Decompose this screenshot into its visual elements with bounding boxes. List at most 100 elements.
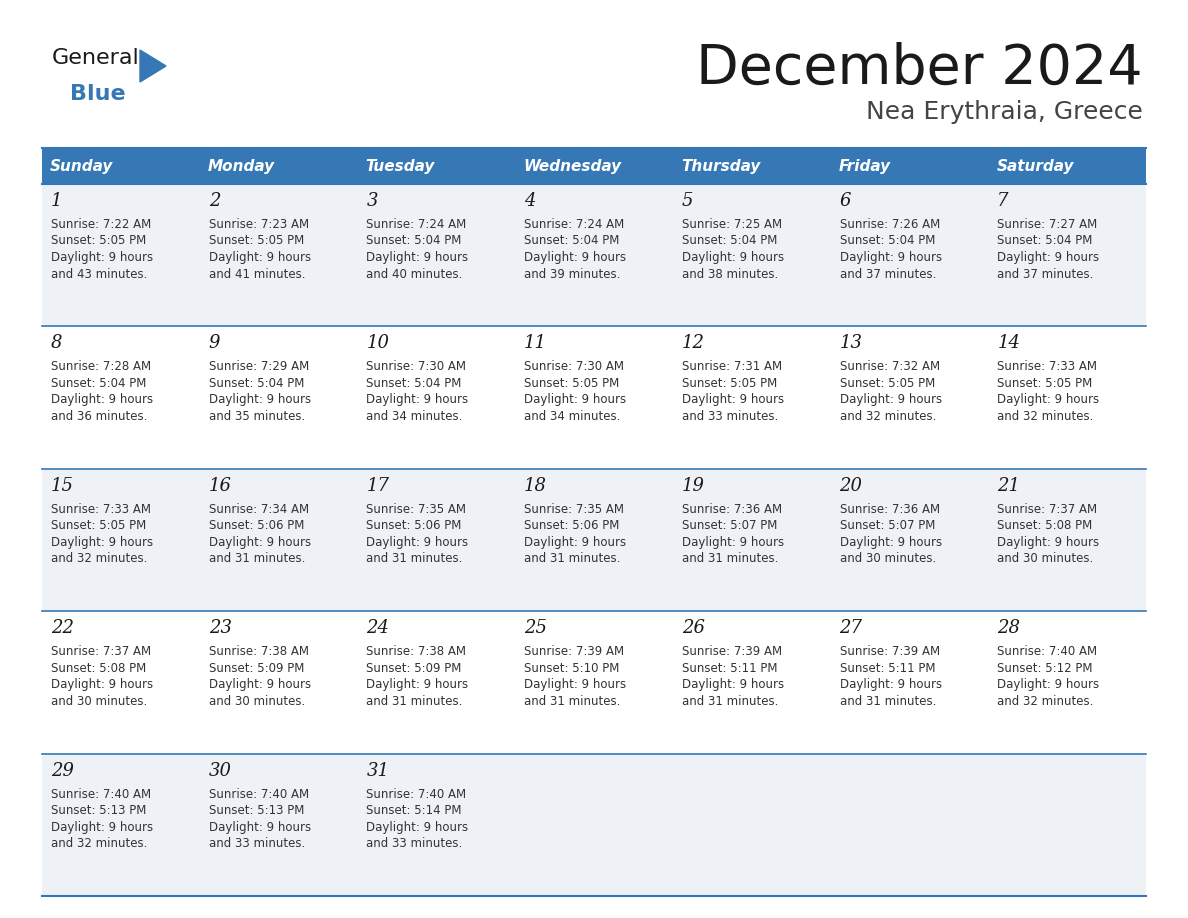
Text: Sunrise: 7:23 AM: Sunrise: 7:23 AM	[209, 218, 309, 231]
Text: Sunrise: 7:30 AM: Sunrise: 7:30 AM	[524, 361, 624, 374]
Text: 15: 15	[51, 476, 74, 495]
Text: 31: 31	[366, 762, 390, 779]
Text: Sunrise: 7:25 AM: Sunrise: 7:25 AM	[682, 218, 782, 231]
Text: 10: 10	[366, 334, 390, 353]
Text: Sunset: 5:04 PM: Sunset: 5:04 PM	[524, 234, 619, 248]
Text: Sunset: 5:13 PM: Sunset: 5:13 PM	[51, 804, 146, 817]
Text: Daylight: 9 hours: Daylight: 9 hours	[366, 678, 468, 691]
Bar	[200, 148, 358, 184]
Text: General: General	[52, 48, 140, 68]
Text: and 32 minutes.: and 32 minutes.	[51, 837, 147, 850]
Text: and 32 minutes.: and 32 minutes.	[51, 553, 147, 565]
Text: 13: 13	[840, 334, 862, 353]
Text: 11: 11	[524, 334, 548, 353]
Text: and 33 minutes.: and 33 minutes.	[209, 837, 305, 850]
Text: Sunset: 5:04 PM: Sunset: 5:04 PM	[682, 234, 777, 248]
Text: and 32 minutes.: and 32 minutes.	[997, 695, 1094, 708]
Text: and 30 minutes.: and 30 minutes.	[51, 695, 147, 708]
Bar	[42, 754, 1146, 896]
Text: Sunset: 5:10 PM: Sunset: 5:10 PM	[524, 662, 619, 675]
Text: Sunrise: 7:24 AM: Sunrise: 7:24 AM	[366, 218, 467, 231]
Text: Daylight: 9 hours: Daylight: 9 hours	[209, 536, 311, 549]
Text: Sunrise: 7:37 AM: Sunrise: 7:37 AM	[51, 645, 151, 658]
Text: and 31 minutes.: and 31 minutes.	[209, 553, 305, 565]
Text: Sunset: 5:05 PM: Sunset: 5:05 PM	[997, 377, 1093, 390]
Text: Sunrise: 7:36 AM: Sunrise: 7:36 AM	[840, 503, 940, 516]
Text: Sunset: 5:05 PM: Sunset: 5:05 PM	[209, 234, 304, 248]
Text: Sunrise: 7:39 AM: Sunrise: 7:39 AM	[682, 645, 782, 658]
Text: Sunrise: 7:36 AM: Sunrise: 7:36 AM	[682, 503, 782, 516]
Bar	[42, 327, 1146, 469]
Text: Sunrise: 7:40 AM: Sunrise: 7:40 AM	[366, 788, 467, 800]
Text: Sunrise: 7:35 AM: Sunrise: 7:35 AM	[366, 503, 467, 516]
Bar	[42, 611, 1146, 754]
Text: and 34 minutes.: and 34 minutes.	[366, 410, 463, 423]
Text: Sunrise: 7:39 AM: Sunrise: 7:39 AM	[524, 645, 624, 658]
Text: and 37 minutes.: and 37 minutes.	[840, 267, 936, 281]
Bar	[672, 148, 830, 184]
Text: Sunset: 5:05 PM: Sunset: 5:05 PM	[51, 234, 146, 248]
Text: Sunset: 5:08 PM: Sunset: 5:08 PM	[997, 520, 1093, 532]
Text: Daylight: 9 hours: Daylight: 9 hours	[51, 394, 153, 407]
Text: Daylight: 9 hours: Daylight: 9 hours	[51, 821, 153, 834]
Text: and 32 minutes.: and 32 minutes.	[997, 410, 1094, 423]
Text: and 38 minutes.: and 38 minutes.	[682, 267, 778, 281]
Text: Daylight: 9 hours: Daylight: 9 hours	[51, 251, 153, 264]
Bar	[42, 469, 1146, 611]
Text: Sunrise: 7:37 AM: Sunrise: 7:37 AM	[997, 503, 1098, 516]
Text: Sunrise: 7:30 AM: Sunrise: 7:30 AM	[366, 361, 467, 374]
Text: Sunset: 5:13 PM: Sunset: 5:13 PM	[209, 804, 304, 817]
Text: and 33 minutes.: and 33 minutes.	[682, 410, 778, 423]
Text: Saturday: Saturday	[997, 159, 1074, 174]
Bar	[830, 148, 988, 184]
Text: Sunset: 5:14 PM: Sunset: 5:14 PM	[366, 804, 462, 817]
Text: Sunrise: 7:24 AM: Sunrise: 7:24 AM	[524, 218, 625, 231]
Text: and 31 minutes.: and 31 minutes.	[366, 695, 463, 708]
Text: and 30 minutes.: and 30 minutes.	[209, 695, 305, 708]
Text: Daylight: 9 hours: Daylight: 9 hours	[682, 536, 784, 549]
Text: and 31 minutes.: and 31 minutes.	[682, 695, 778, 708]
Bar	[42, 184, 1146, 327]
Text: Daylight: 9 hours: Daylight: 9 hours	[366, 821, 468, 834]
Text: Daylight: 9 hours: Daylight: 9 hours	[997, 394, 1099, 407]
Text: 23: 23	[209, 620, 232, 637]
Text: and 31 minutes.: and 31 minutes.	[524, 553, 620, 565]
Text: 9: 9	[209, 334, 220, 353]
Text: Daylight: 9 hours: Daylight: 9 hours	[51, 536, 153, 549]
Text: Daylight: 9 hours: Daylight: 9 hours	[366, 536, 468, 549]
Text: and 33 minutes.: and 33 minutes.	[366, 837, 462, 850]
Text: Daylight: 9 hours: Daylight: 9 hours	[682, 678, 784, 691]
Text: Sunset: 5:06 PM: Sunset: 5:06 PM	[524, 520, 619, 532]
Text: Daylight: 9 hours: Daylight: 9 hours	[997, 678, 1099, 691]
Text: Sunset: 5:07 PM: Sunset: 5:07 PM	[682, 520, 777, 532]
Text: Sunset: 5:04 PM: Sunset: 5:04 PM	[997, 234, 1093, 248]
Text: Sunset: 5:08 PM: Sunset: 5:08 PM	[51, 662, 146, 675]
Text: and 30 minutes.: and 30 minutes.	[997, 553, 1093, 565]
Text: and 39 minutes.: and 39 minutes.	[524, 267, 620, 281]
Text: Daylight: 9 hours: Daylight: 9 hours	[682, 251, 784, 264]
Text: Sunset: 5:05 PM: Sunset: 5:05 PM	[840, 377, 935, 390]
Text: and 37 minutes.: and 37 minutes.	[997, 267, 1094, 281]
Text: and 31 minutes.: and 31 minutes.	[840, 695, 936, 708]
Text: Daylight: 9 hours: Daylight: 9 hours	[840, 251, 942, 264]
Text: December 2024: December 2024	[696, 42, 1143, 96]
Bar	[516, 148, 672, 184]
Text: 16: 16	[209, 476, 232, 495]
Text: Sunrise: 7:26 AM: Sunrise: 7:26 AM	[840, 218, 940, 231]
Text: and 34 minutes.: and 34 minutes.	[524, 410, 620, 423]
Text: Daylight: 9 hours: Daylight: 9 hours	[209, 251, 311, 264]
Text: Sunrise: 7:33 AM: Sunrise: 7:33 AM	[51, 503, 151, 516]
Text: 27: 27	[840, 620, 862, 637]
Text: Sunset: 5:11 PM: Sunset: 5:11 PM	[840, 662, 935, 675]
Text: 3: 3	[366, 192, 378, 210]
Text: Sunset: 5:05 PM: Sunset: 5:05 PM	[682, 377, 777, 390]
Text: Monday: Monday	[208, 159, 274, 174]
Text: and 43 minutes.: and 43 minutes.	[51, 267, 147, 281]
Text: Daylight: 9 hours: Daylight: 9 hours	[51, 678, 153, 691]
Text: 12: 12	[682, 334, 704, 353]
Text: Daylight: 9 hours: Daylight: 9 hours	[524, 678, 626, 691]
Bar	[42, 148, 200, 184]
Text: Sunset: 5:07 PM: Sunset: 5:07 PM	[840, 520, 935, 532]
Text: Sunrise: 7:29 AM: Sunrise: 7:29 AM	[209, 361, 309, 374]
Text: Sunrise: 7:38 AM: Sunrise: 7:38 AM	[366, 645, 467, 658]
